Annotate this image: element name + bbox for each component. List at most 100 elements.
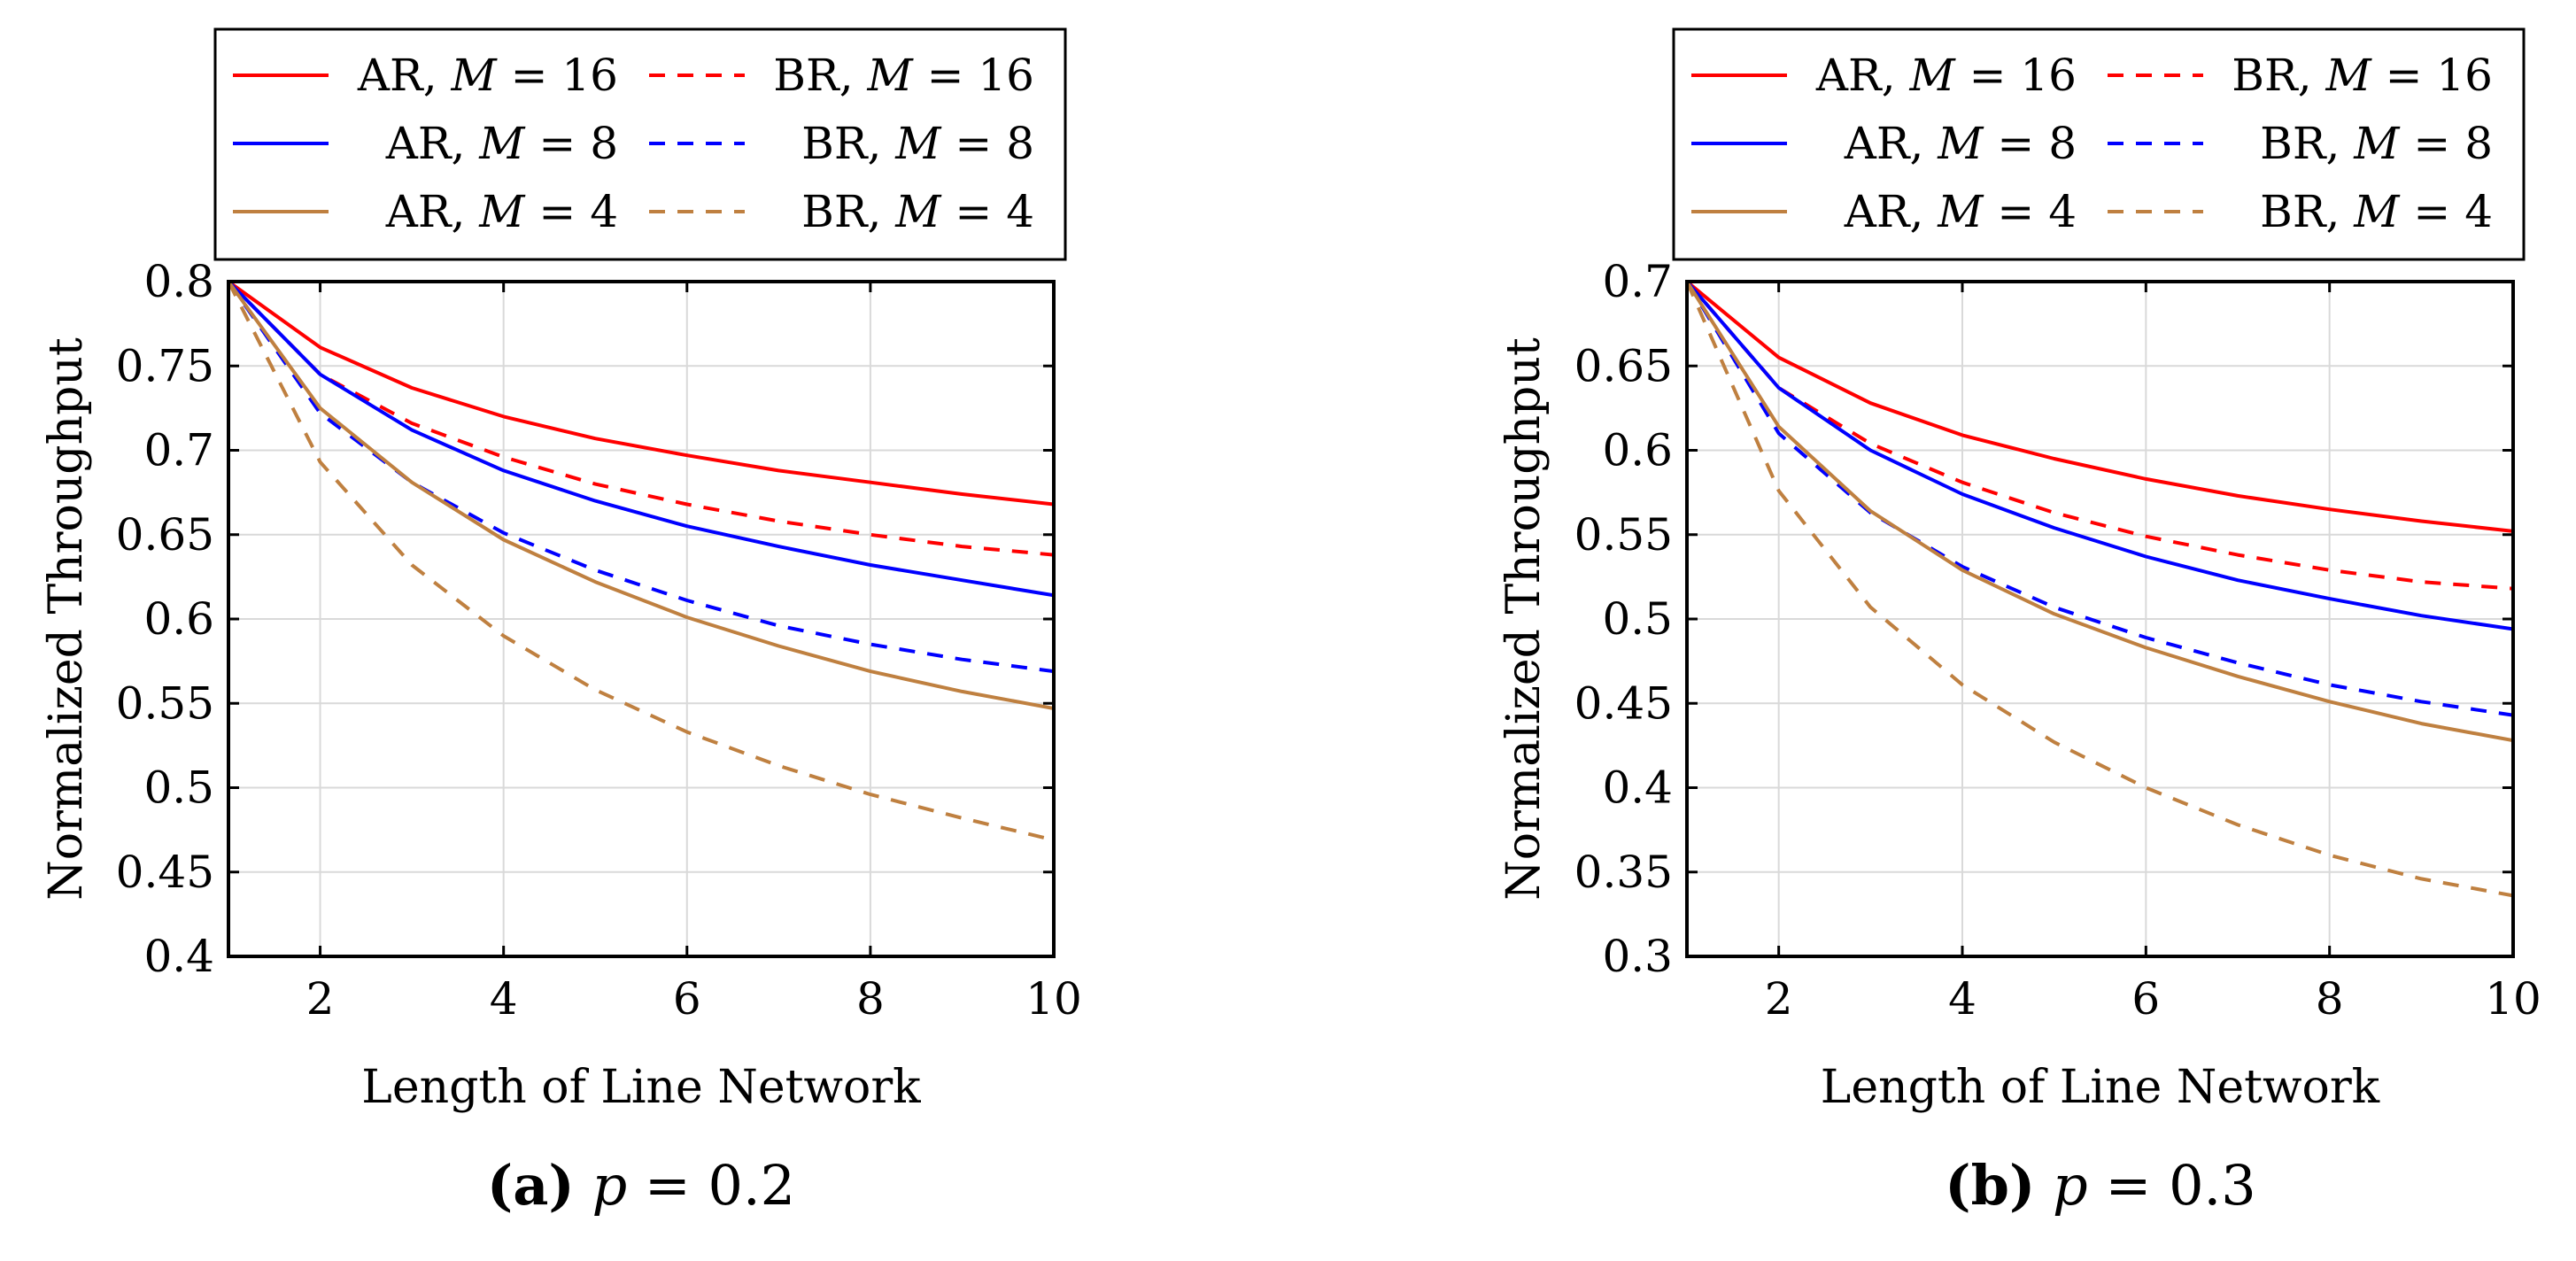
- legend-label-ar-m8: AR, M = 8: [1844, 118, 2077, 169]
- legend-equals: =: [2400, 118, 2465, 169]
- legend-m-value: 4: [2048, 186, 2077, 237]
- legend-separator: ,: [2326, 118, 2355, 169]
- y-tick-label: 0.4: [1602, 762, 1673, 814]
- series-line-br-m8: [228, 282, 1054, 674]
- legend-scheme: AR: [385, 118, 453, 169]
- legend-label-br-m16: BR, M = 16: [2232, 50, 2493, 101]
- legend-m-value: 8: [2048, 118, 2077, 169]
- caption-a: (a) p = 0.2: [487, 1153, 795, 1218]
- caption-variable: p: [592, 1153, 627, 1218]
- series-line-ar-m8: [1687, 282, 2513, 631]
- y-tick-label: 0.45: [116, 847, 214, 898]
- series-line-br-m4: [1687, 282, 2513, 898]
- legend-scheme: BR: [801, 186, 869, 237]
- legend-variable: M: [478, 186, 526, 237]
- x-tick-label: 2: [1765, 973, 1793, 1025]
- y-tick-label: 0.8: [143, 256, 214, 307]
- series-line-ar-m4: [228, 282, 1054, 710]
- caption-relation: =: [627, 1153, 708, 1218]
- legend-m-value: 16: [2020, 50, 2077, 101]
- legend-equals: =: [913, 50, 979, 101]
- caption-space: [2035, 1153, 2053, 1218]
- series-line-br-m16: [1687, 282, 2513, 591]
- legend-scheme: BR: [2260, 118, 2327, 169]
- legend-variable: M: [450, 50, 498, 101]
- legend-m-value: 4: [1006, 186, 1034, 237]
- legend-equals: =: [941, 118, 1007, 169]
- legend-label-br-m8: BR, M = 8: [801, 118, 1034, 169]
- legend-separator: ,: [1910, 186, 1938, 237]
- legend-m-value: 8: [590, 118, 618, 169]
- y-tick-label: 0.35: [1574, 847, 1673, 898]
- y-tick-label: 0.75: [116, 340, 214, 391]
- legend-equals: =: [2400, 186, 2465, 237]
- x-tick-label: 8: [2316, 973, 2344, 1025]
- series-line-br-m8: [1687, 282, 2513, 717]
- caption-value: 0.2: [708, 1153, 796, 1218]
- y-axis-title: Normalized Throughput: [1497, 337, 1551, 901]
- legend-equals: =: [1955, 50, 2021, 101]
- legend-equals: =: [497, 50, 562, 101]
- y-tick-label: 0.65: [1574, 340, 1673, 391]
- legend-equals: =: [2371, 50, 2437, 101]
- x-tick-label: 6: [2131, 973, 2160, 1025]
- legend-m-value: 8: [2464, 118, 2493, 169]
- legend-scheme: BR: [2260, 186, 2327, 237]
- caption-relation: =: [2088, 1153, 2169, 1218]
- caption-label: (a): [487, 1153, 575, 1218]
- legend-variable: M: [894, 186, 942, 237]
- series-line-ar-m8: [228, 282, 1054, 598]
- legend-scheme: AR: [1815, 50, 1883, 101]
- x-tick-label: 10: [2485, 973, 2541, 1025]
- caption-b: (b) p = 0.3: [1945, 1153, 2255, 1218]
- legend-m-value: 16: [2436, 50, 2493, 101]
- y-tick-label: 0.6: [143, 593, 214, 645]
- legend-scheme: BR: [773, 50, 840, 101]
- y-axis-title: Normalized Throughput: [40, 337, 93, 901]
- legend-label-ar-m4: AR, M = 4: [1844, 186, 2077, 237]
- legend-label-br-m4: BR, M = 4: [2260, 186, 2493, 237]
- series-line-ar-m16: [1687, 282, 2513, 533]
- legend-label-br-m4: BR, M = 4: [801, 186, 1034, 237]
- legend: AR, M = 16 BR, M = 16 AR, M = 8 BR, M = 8 AR…: [213, 27, 1067, 261]
- legend-variable: M: [1908, 50, 1956, 101]
- y-tick-label: 0.5: [143, 762, 214, 814]
- legend-variable: M: [2353, 186, 2401, 237]
- legend-scheme: AR: [1844, 118, 1911, 169]
- legend-variable: M: [866, 50, 914, 101]
- x-tick-label: 10: [1025, 973, 1082, 1025]
- legend-separator: ,: [1910, 118, 1938, 169]
- y-tick-label: 0.7: [1602, 256, 1673, 307]
- legend-label-ar-m16: AR, M = 16: [1815, 50, 2077, 101]
- y-tick-label: 0.6: [1602, 425, 1673, 476]
- x-axis-title: Length of Line Network: [1821, 1061, 2380, 1114]
- legend-equals: =: [525, 118, 591, 169]
- x-axis-title: Length of Line Network: [361, 1061, 921, 1114]
- y-tick-label: 0.7: [143, 425, 214, 476]
- legend-scheme: AR: [385, 186, 453, 237]
- legend-equals: =: [525, 186, 591, 237]
- legend-variable: M: [478, 118, 526, 169]
- caption-value: 0.3: [2169, 1153, 2256, 1218]
- legend-m-value: 16: [561, 50, 618, 101]
- legend-separator: ,: [1882, 50, 1910, 101]
- legend-scheme: BR: [2232, 50, 2299, 101]
- y-tick-label: 0.65: [116, 509, 214, 561]
- y-tick-label: 0.45: [1574, 677, 1673, 729]
- legend-label-ar-m16: AR, M = 16: [357, 50, 618, 101]
- legend-variable: M: [2353, 118, 2401, 169]
- series-line-ar-m16: [228, 282, 1054, 507]
- y-tick-label: 0.4: [143, 931, 214, 982]
- legend-separator: ,: [868, 186, 896, 237]
- legend-separator: ,: [868, 118, 896, 169]
- legend-variable: M: [2325, 50, 2372, 101]
- y-tick-label: 0.3: [1602, 931, 1673, 982]
- caption-variable: p: [2053, 1153, 2088, 1218]
- series-group: [228, 282, 1054, 842]
- legend-box: [213, 27, 1067, 261]
- legend-m-value: 4: [2464, 186, 2493, 237]
- legend-equals: =: [1984, 186, 2049, 237]
- series-group: [1687, 282, 2513, 898]
- legend-scheme: BR: [801, 118, 869, 169]
